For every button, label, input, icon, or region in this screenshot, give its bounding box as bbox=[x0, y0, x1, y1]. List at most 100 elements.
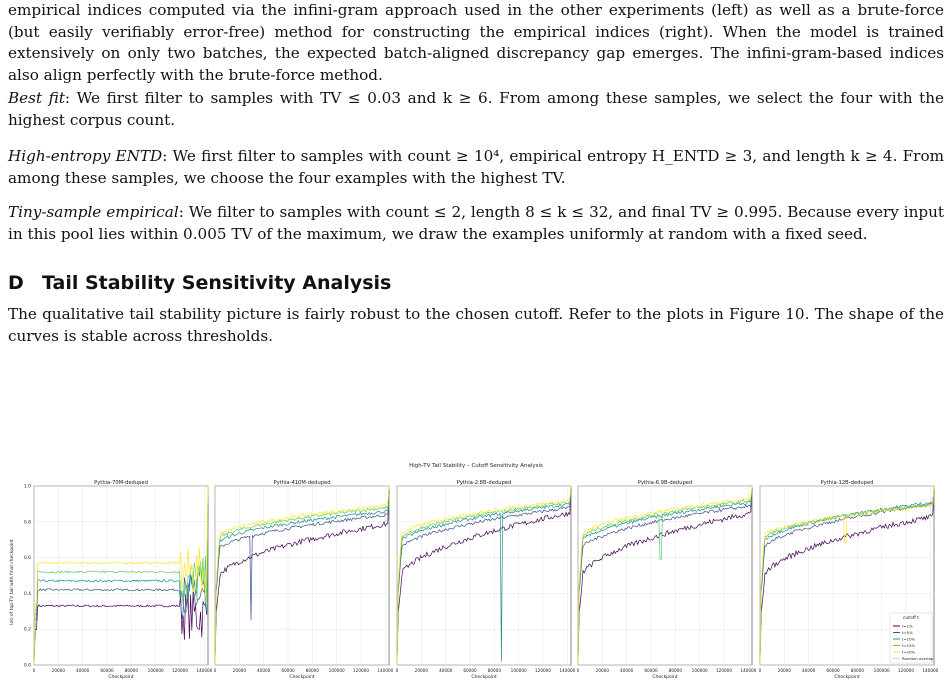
y-tick-label: 0.8 bbox=[24, 519, 31, 525]
series-line-t=10% bbox=[214, 485, 390, 666]
panel-2: 0 20000 40000 60000 80000 100000 120000 140000 C… bbox=[214, 480, 394, 680]
series-line-t=20% bbox=[759, 485, 935, 666]
series-line-t=1% bbox=[214, 485, 390, 666]
x-tick-label: 80000 bbox=[851, 668, 865, 673]
x-tick-label: 140000 bbox=[196, 668, 212, 673]
series-line-t=5% bbox=[214, 485, 390, 666]
x-tick-label: 60000 bbox=[463, 668, 477, 673]
x-tick-label: 20000 bbox=[778, 668, 792, 673]
x-tick-label: 80000 bbox=[306, 668, 320, 673]
x-tick-label: 0 bbox=[396, 668, 399, 673]
series-line-t=20% bbox=[396, 485, 572, 666]
panel-4: 0 20000 40000 60000 80000 100000 120000 140000 C… bbox=[577, 480, 757, 680]
x-tick-label: 40000 bbox=[76, 668, 90, 673]
x-tick-label: 140000 bbox=[559, 668, 575, 673]
legend-entry: t=5% bbox=[902, 630, 913, 635]
paragraph-tiny-sample: Tiny-sample empirical: We filter to samp… bbox=[8, 202, 944, 245]
panel-1: 0.0 0.2 0.4 0.6 0.8 1.0 0 20000 40000 60000 80000 1… bbox=[24, 480, 213, 680]
x-tick-label: 60000 bbox=[100, 668, 114, 673]
series-line-t=20% bbox=[577, 485, 753, 666]
x-tick-label: 140000 bbox=[922, 668, 938, 673]
x-tick-label: 80000 bbox=[125, 668, 139, 673]
x-tick-label: 80000 bbox=[669, 668, 683, 673]
x-tick-label: 60000 bbox=[826, 668, 840, 673]
panel-frame bbox=[214, 485, 390, 666]
tiny-sample-lead: Tiny-sample empirical bbox=[8, 203, 179, 221]
paragraph-best-fit: Best fit: We first filter to samples wit… bbox=[8, 88, 944, 131]
y-tick-label: 1.0 bbox=[24, 484, 31, 490]
tail-stability-figure: High-TV Tail Stability – Cutoff Sensitiv… bbox=[9, 463, 939, 680]
x-tick-label: 0 bbox=[577, 668, 580, 673]
legend-entry: t=10% bbox=[902, 637, 916, 642]
figure-suptitle: High-TV Tail Stability – Cutoff Sensitiv… bbox=[409, 463, 543, 469]
panel-title: Pythia-2.8B-deduped bbox=[457, 480, 512, 486]
x-axis-label: Checkpoint bbox=[108, 674, 134, 680]
section-number: D bbox=[8, 272, 24, 294]
series-line-t=20% bbox=[214, 485, 390, 666]
panel-5: 0 20000 40000 60000 80000 100000 120000 140000 C… bbox=[759, 480, 939, 680]
x-tick-label: 120000 bbox=[716, 668, 732, 673]
panel-title: Pythia-70M-deduped bbox=[94, 480, 148, 486]
series-line-t=15% bbox=[214, 485, 390, 666]
tiny-sample-body: : We filter to samples with count ≤ 2, l… bbox=[8, 203, 944, 243]
x-tick-label: 20000 bbox=[52, 668, 66, 673]
x-tick-label: 140000 bbox=[740, 668, 756, 673]
x-tick-label: 60000 bbox=[281, 668, 295, 673]
high-entropy-lead: High-entropy ENTD bbox=[8, 147, 163, 165]
series-line-t=5% bbox=[396, 485, 572, 666]
legend-entry: Random overlap bbox=[902, 656, 934, 661]
series-line-t=10% bbox=[577, 485, 753, 666]
series-line-t=10% bbox=[759, 485, 935, 666]
section-heading: D Tail Stability Sensitivity Analysis bbox=[8, 272, 391, 294]
x-tick-label: 120000 bbox=[172, 668, 188, 673]
panel-title: Pythia-6.9B-deduped bbox=[638, 480, 693, 486]
x-tick-label: 80000 bbox=[488, 668, 502, 673]
series-line-t=15% bbox=[577, 485, 753, 666]
panel-title: Pythia-410M-deduped bbox=[273, 480, 330, 486]
legend-title: cutoff t bbox=[903, 615, 919, 621]
series-line-t=1% bbox=[759, 485, 935, 666]
x-tick-label: 0 bbox=[33, 668, 36, 673]
x-tick-label: 40000 bbox=[620, 668, 634, 673]
x-tick-label: 0 bbox=[759, 668, 762, 673]
caption-text: empirical indices computed via the infin… bbox=[8, 1, 944, 84]
legend-entry: t=20% bbox=[902, 650, 916, 655]
legend-entry: t=15% bbox=[902, 643, 916, 648]
figure-caption-continuation: empirical indices computed via the infin… bbox=[8, 0, 944, 86]
sensitivity-text: The qualitative tail stability picture i… bbox=[8, 305, 944, 345]
x-tick-label: 100000 bbox=[329, 668, 345, 673]
x-tick-label: 20000 bbox=[596, 668, 610, 673]
legend-entry: t=1% bbox=[902, 624, 913, 629]
y-tick-label: 0.0 bbox=[24, 663, 31, 669]
x-tick-label: 120000 bbox=[535, 668, 551, 673]
panel-frame bbox=[33, 485, 209, 666]
x-axis-label: Checkpoint bbox=[834, 674, 860, 680]
series-line-t=5% bbox=[577, 485, 753, 666]
series-line-t=5% bbox=[33, 485, 209, 666]
high-entropy-body: : We first filter to samples with count … bbox=[8, 147, 944, 187]
y-axis-label: IoU of top-TV tail with final checkpoint bbox=[9, 539, 15, 625]
x-tick-label: 0 bbox=[214, 668, 217, 673]
series-line-t=10% bbox=[396, 485, 572, 666]
series-line-t=1% bbox=[396, 485, 572, 666]
x-axis-label: Checkpoint bbox=[652, 674, 678, 680]
x-tick-label: 60000 bbox=[644, 668, 658, 673]
x-tick-label: 40000 bbox=[802, 668, 816, 673]
best-fit-body: : We first filter to samples with TV ≤ 0… bbox=[8, 89, 944, 129]
x-tick-label: 140000 bbox=[377, 668, 393, 673]
y-tick-label: 0.6 bbox=[24, 555, 31, 561]
x-tick-label: 20000 bbox=[233, 668, 247, 673]
series-line-t=1% bbox=[577, 485, 753, 666]
paragraph-sensitivity: The qualitative tail stability picture i… bbox=[8, 304, 944, 347]
series-line-t=15% bbox=[33, 485, 209, 666]
panels-group: 0.0 0.2 0.4 0.6 0.8 1.0 0 20000 40000 60000 80000 1… bbox=[24, 480, 939, 680]
best-fit-lead: Best fit bbox=[8, 89, 65, 107]
x-axis-label: Checkpoint bbox=[289, 674, 315, 680]
x-tick-label: 100000 bbox=[692, 668, 708, 673]
series-line-t=10% bbox=[33, 485, 209, 666]
x-tick-label: 120000 bbox=[353, 668, 369, 673]
x-tick-label: 40000 bbox=[257, 668, 271, 673]
series-line-t=1% bbox=[33, 485, 209, 666]
x-tick-label: 20000 bbox=[415, 668, 429, 673]
x-tick-label: 100000 bbox=[148, 668, 164, 673]
